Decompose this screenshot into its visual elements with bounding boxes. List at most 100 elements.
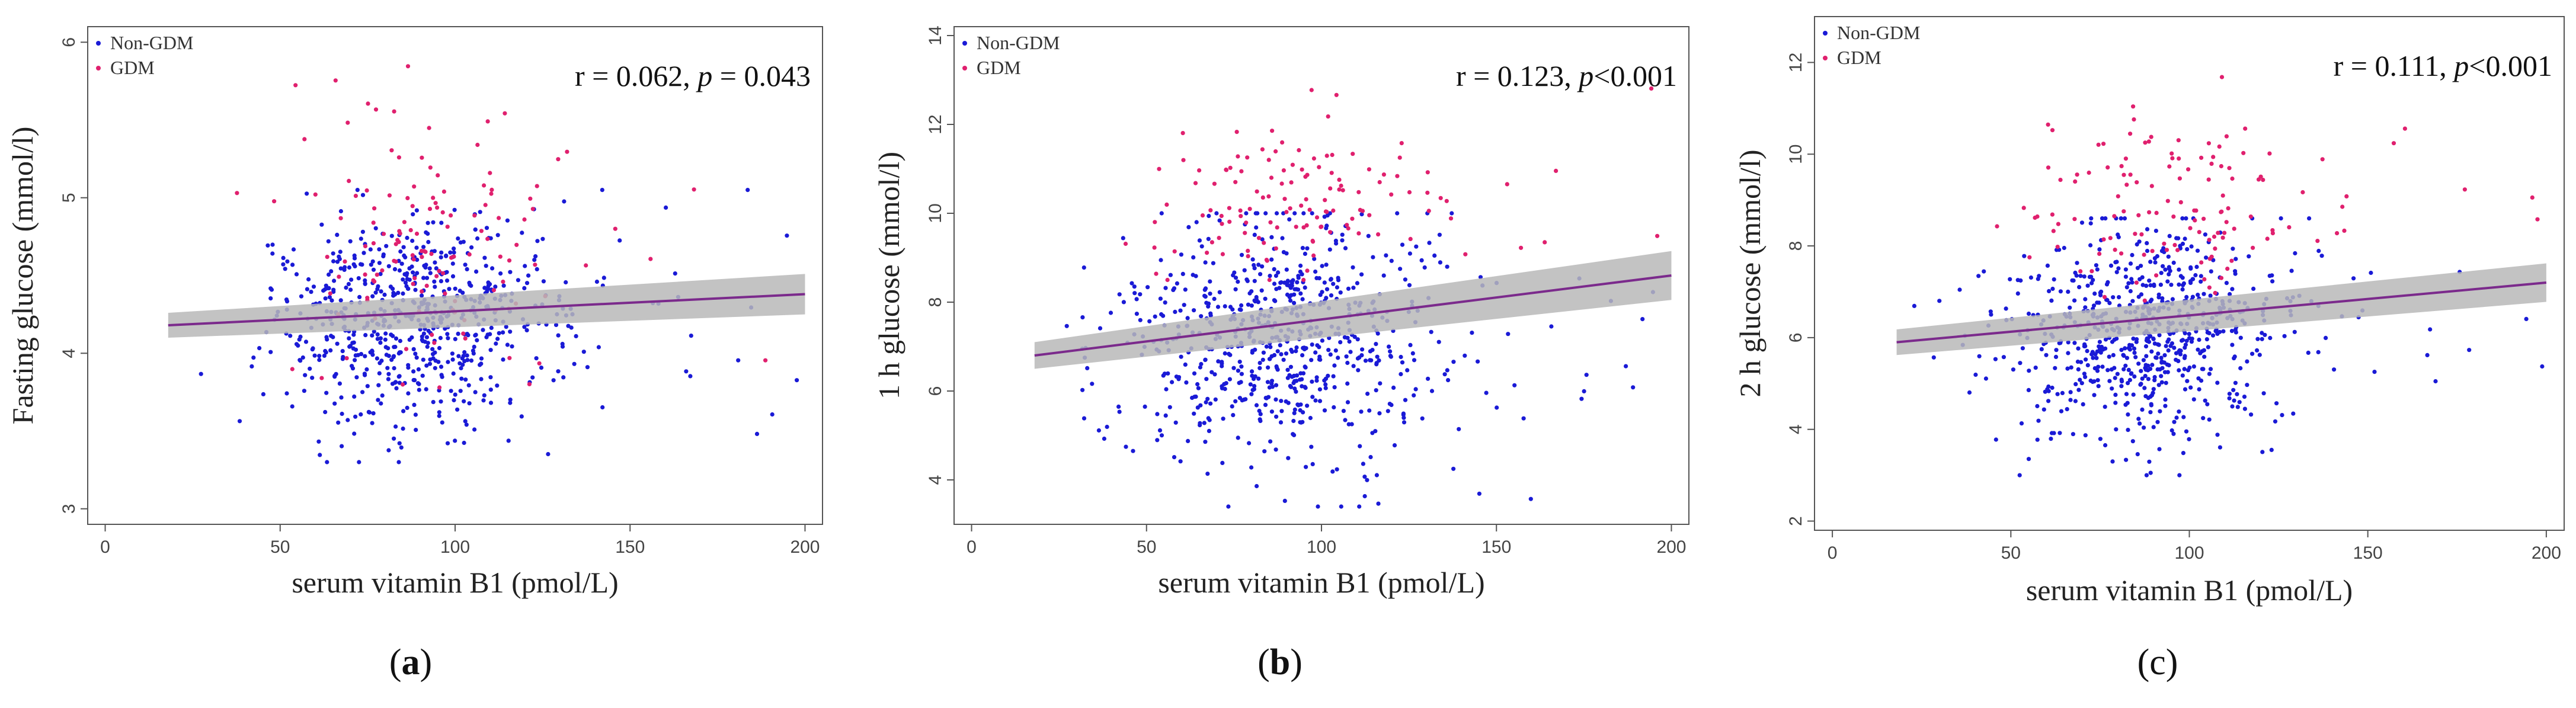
data-point (1212, 372, 1217, 377)
data-point (2185, 247, 2190, 252)
data-point (1349, 422, 1354, 427)
data-point (1381, 172, 1386, 177)
data-point (1512, 383, 1517, 387)
data-point (2261, 391, 2266, 396)
data-point (432, 279, 437, 284)
data-point (340, 357, 345, 361)
data-point (2055, 392, 2060, 396)
data-point (2011, 367, 2015, 372)
data-point (2189, 339, 2194, 344)
data-point (2192, 208, 2197, 213)
data-point (1326, 114, 1330, 119)
data-point (503, 111, 507, 116)
data-point (1388, 349, 1393, 354)
data-point (1259, 288, 1264, 293)
data-point (2045, 263, 2050, 268)
data-point (2121, 209, 2126, 214)
data-point (290, 404, 295, 409)
data-point (2146, 139, 2151, 144)
data-point (2124, 182, 2129, 187)
data-point (2132, 350, 2137, 355)
data-point (375, 337, 380, 341)
annotation-p-symbol: p (696, 59, 712, 92)
data-point (2193, 273, 2198, 278)
x-tick-label: 50 (1137, 537, 1156, 557)
data-point (2088, 221, 2093, 226)
data-point (1198, 403, 1203, 408)
data-point (2200, 349, 2204, 354)
data-point (1186, 438, 1191, 444)
data-point (199, 371, 203, 376)
x-tick-label: 0 (967, 537, 977, 557)
data-point (501, 279, 505, 284)
data-point (340, 444, 344, 448)
data-point (1143, 404, 1147, 409)
data-point (409, 264, 414, 269)
data-point (431, 352, 436, 357)
data-point (2143, 394, 2148, 399)
data-point (1273, 273, 1278, 278)
confidence-band (1896, 263, 2546, 355)
data-point (455, 407, 460, 412)
data-point (1208, 279, 1212, 284)
data-point (2117, 295, 2121, 300)
data-point (1194, 220, 1199, 225)
data-point (2135, 265, 2140, 270)
data-point (1343, 418, 1348, 422)
data-point (495, 337, 500, 341)
data-point (1268, 345, 1273, 350)
data-point (2054, 348, 2059, 353)
y-tick-label: 5 (59, 193, 79, 203)
data-point (1442, 372, 1447, 377)
data-point (450, 261, 455, 266)
data-point (1220, 386, 1224, 390)
data-point (327, 286, 331, 290)
data-point (2065, 366, 2070, 371)
data-point (1294, 379, 1299, 383)
data-point (1292, 373, 1297, 379)
data-point (1298, 263, 1303, 268)
data-point (2075, 261, 2079, 265)
data-point (1232, 270, 1237, 275)
data-point (2222, 230, 2227, 235)
data-point (2107, 379, 2112, 383)
data-point (1239, 252, 1244, 257)
data-point (1624, 364, 1628, 369)
data-point (1267, 277, 1272, 283)
data-point (2167, 265, 2171, 270)
data-point (437, 268, 441, 273)
data-point (2150, 249, 2155, 254)
data-point (488, 171, 492, 175)
data-point (371, 241, 376, 246)
data-point (2116, 232, 2120, 237)
data-point (1239, 307, 1243, 312)
data-point (1422, 265, 1427, 270)
data-point (1339, 183, 1343, 188)
data-point (439, 399, 443, 404)
data-point (312, 353, 317, 358)
data-point (2228, 291, 2232, 297)
data-point (1408, 342, 1413, 348)
data-point (472, 344, 476, 350)
data-point (2175, 248, 2180, 252)
data-point (2324, 335, 2328, 341)
data-point (430, 347, 435, 351)
data-point (2230, 404, 2235, 409)
data-point (353, 414, 358, 419)
data-point (2128, 132, 2133, 136)
data-point (2143, 374, 2148, 379)
data-point (2036, 277, 2040, 281)
data-point (1337, 187, 1342, 192)
data-point (327, 295, 332, 300)
data-point (1205, 251, 1209, 255)
data-point (402, 272, 407, 277)
data-point (2152, 341, 2157, 346)
data-point (2127, 347, 2132, 352)
data-point (351, 346, 356, 351)
data-point (1261, 350, 1266, 355)
data-point (370, 421, 375, 425)
data-point (2126, 428, 2130, 433)
data-point (2146, 363, 2151, 368)
data-point (1163, 286, 1168, 290)
data-point (349, 277, 354, 282)
